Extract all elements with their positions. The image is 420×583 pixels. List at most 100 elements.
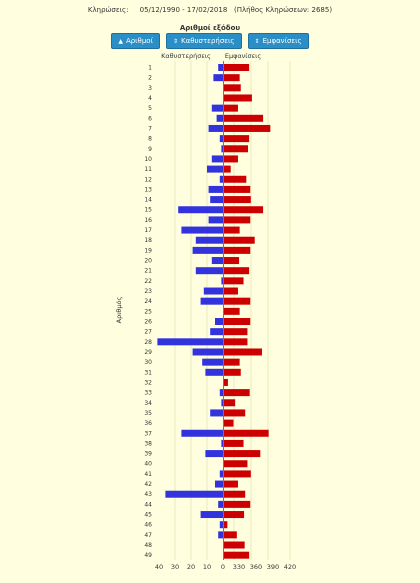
category-label: 37 (144, 430, 152, 437)
appearance-bar (224, 226, 240, 234)
delay-bar (216, 114, 223, 122)
appearance-bar (224, 257, 240, 265)
delay-bar (195, 236, 223, 244)
delay-bar (192, 246, 223, 254)
appearance-bar (224, 94, 252, 102)
delay-bar (157, 338, 223, 346)
appearance-bar (224, 318, 251, 325)
category-label: 38 (144, 440, 152, 447)
category-label: 24 (144, 298, 152, 305)
category-label: 12 (144, 176, 152, 183)
category-label: 26 (144, 319, 152, 326)
appearance-bar (224, 378, 228, 386)
sort-by-number-button[interactable]: ▲ Αριθμοί (111, 33, 160, 49)
appearance-bar (224, 328, 248, 336)
x-tick-label: 360 (250, 563, 262, 571)
appearance-bar (224, 196, 251, 204)
delay-bar (203, 287, 223, 295)
category-label: 31 (144, 369, 152, 376)
category-label: 22 (144, 278, 152, 285)
sort-arrow-icon: ▲ (118, 37, 123, 45)
appearance-bar (224, 348, 262, 356)
appearance-bar (224, 124, 271, 132)
delay-bar (219, 175, 223, 183)
appearance-bar (224, 104, 238, 112)
appearance-bar (224, 216, 251, 224)
category-label: 42 (144, 481, 152, 488)
delay-bar (221, 399, 223, 407)
category-label: 27 (144, 329, 152, 336)
appearance-bar (224, 165, 231, 173)
appearance-bar (224, 114, 264, 122)
appearance-bar (224, 155, 238, 163)
x-tick-label: 30 (171, 563, 179, 571)
appearance-bar (224, 368, 241, 376)
sort-updown-icon: ⇕ (172, 37, 178, 45)
appearance-bar (224, 450, 261, 458)
sort-by-number-label: Αριθμοί (125, 37, 153, 45)
category-label: 46 (144, 522, 152, 529)
category-label: 23 (144, 288, 152, 295)
appearance-bar (224, 429, 269, 437)
category-label: 48 (144, 542, 152, 549)
category-label: 25 (144, 308, 152, 315)
delay-bar (195, 267, 223, 275)
category-label: 2 (148, 75, 152, 82)
sort-by-delays-button[interactable]: ⇕ Καθυστερήσεις (165, 33, 242, 49)
appearance-bar (224, 338, 248, 346)
appearance-bar (224, 277, 244, 285)
delay-bar (219, 521, 223, 529)
category-label: 20 (144, 258, 152, 265)
category-label: 6 (148, 115, 152, 122)
delay-bar (211, 257, 223, 265)
appearance-bar (224, 267, 250, 275)
category-label: 45 (144, 512, 152, 519)
category-label: 32 (144, 379, 152, 386)
category-label: 9 (148, 146, 152, 153)
category-label: 40 (144, 461, 152, 468)
appearance-bar (224, 297, 251, 305)
draws-label: Κληρώσεις: (87, 6, 129, 14)
y-axis-label: Αριθμός (115, 296, 123, 323)
delay-bar (218, 500, 223, 508)
appearance-bar (224, 307, 240, 315)
appearance-bar (224, 236, 255, 244)
delay-bar (207, 165, 223, 173)
appearance-bar (224, 145, 249, 153)
appearance-bar (224, 541, 245, 549)
appearance-bar (224, 480, 238, 488)
category-label: 1 (148, 65, 152, 72)
appearance-bar (224, 460, 248, 468)
appearance-bar (224, 84, 241, 92)
category-label: 10 (144, 156, 152, 163)
category-label: 21 (144, 268, 152, 275)
delay-bar (202, 358, 223, 366)
appearance-bar (224, 64, 250, 71)
x-tick-label: 10 (203, 563, 211, 571)
category-label: 39 (144, 451, 152, 458)
sort-by-appearances-label: Εμφανίσεις (262, 37, 302, 45)
appearance-bar (224, 175, 247, 183)
delay-bar (192, 348, 223, 356)
sort-by-appearances-button[interactable]: ⇕ Εμφανίσεις (247, 33, 309, 49)
sort-by-delays-label: Καθυστερήσεις (180, 37, 235, 45)
appearance-bar (224, 409, 246, 417)
category-label: 35 (144, 410, 152, 417)
appearance-bar (224, 500, 251, 508)
category-label: 11 (144, 166, 152, 173)
delay-bar (213, 74, 223, 82)
delay-bar (200, 297, 223, 305)
x-tick-label: 420 (284, 563, 296, 571)
category-label: 16 (144, 217, 152, 224)
appearance-bar (224, 74, 240, 82)
sort-updown-icon: ⇕ (254, 37, 260, 45)
delay-bar (165, 490, 223, 498)
draw-count: (Πλήθος Κληρώσεων: 2685) (233, 6, 333, 14)
appearance-bar (224, 551, 250, 559)
category-label: 29 (144, 349, 152, 356)
category-label: 13 (144, 186, 152, 193)
appearance-bar (224, 287, 238, 295)
category-label: 8 (148, 136, 152, 143)
